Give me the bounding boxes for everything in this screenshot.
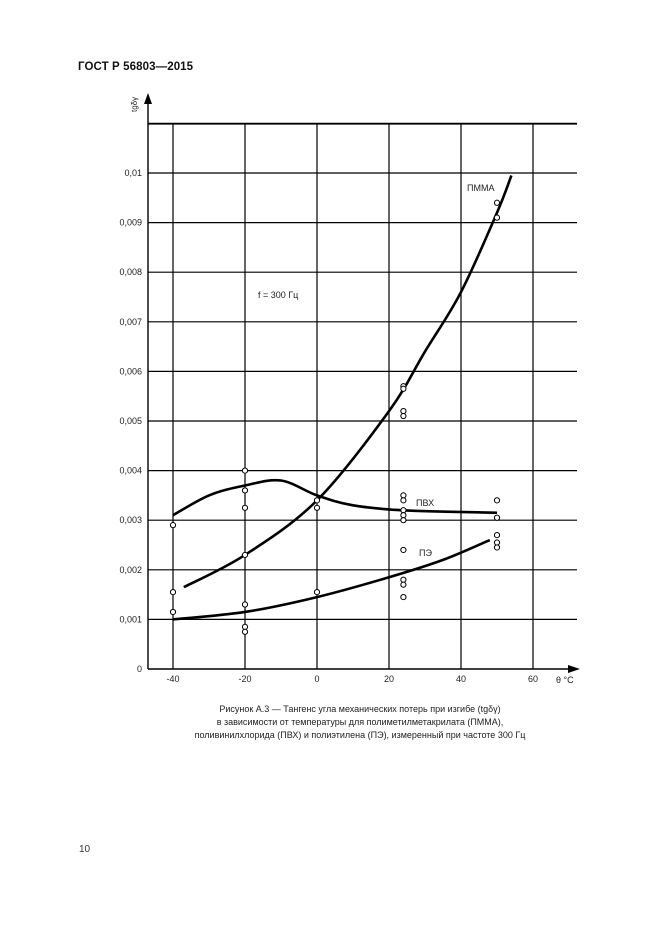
data-point: [241, 601, 249, 608]
data-point: [400, 492, 407, 499]
data-point: [493, 514, 501, 521]
y-tick-label: 0,003: [119, 515, 142, 525]
y-tick-label: 0,005: [119, 416, 142, 426]
data-point: [169, 522, 177, 529]
y-axis-label: tgδγ: [130, 97, 139, 112]
frequency-annotation: f = 300 Гц: [258, 290, 298, 300]
page-number: 10: [79, 844, 91, 855]
data-point: [400, 517, 407, 524]
x-axis-label: θ °C: [556, 675, 574, 685]
y-tick-label: 0,008: [119, 267, 142, 277]
data-point: [241, 487, 249, 494]
y-axis-arrow-icon: [144, 93, 152, 104]
data-point: [313, 589, 321, 596]
y-tick-label: 0,01: [124, 168, 142, 178]
data-point: [241, 628, 249, 635]
y-tick-label: 0,009: [119, 218, 142, 228]
data-point: [169, 589, 177, 596]
data-point: [400, 507, 407, 514]
y-tick-label: 0,007: [119, 317, 142, 327]
data-point: [400, 512, 407, 519]
data-point: [241, 623, 249, 630]
figure-caption: Рисунок А.3 — Тангенс угла механических …: [120, 703, 600, 742]
series-label: ПЭ: [419, 548, 432, 558]
chart: 0 0,001 0,002 0,003 0,004 0,005 0,006 0,007 0,00…: [119, 93, 580, 685]
series-label: ПВХ: [416, 498, 434, 508]
data-point: [400, 581, 407, 588]
document-header: ГОСТ Р 56803—2015: [78, 61, 194, 73]
curve-ПММА: [183, 175, 513, 589]
caption-line-1: Рисунок А.3 — Тангенс угла механических …: [219, 704, 501, 714]
y-tick-label: 0,001: [119, 614, 142, 624]
data-point: [241, 504, 249, 511]
data-point: [493, 544, 501, 551]
data-point: [241, 551, 249, 559]
data-point: [313, 504, 321, 511]
curve-ПВХ: [172, 478, 498, 517]
caption-line-3: поливинилхлорида (ПВХ) и полиэтилена (ПЭ…: [194, 730, 526, 740]
caption-line-2: в зависимости от температуры для полимет…: [216, 717, 504, 727]
data-point: [493, 199, 501, 206]
x-tick-label: 20: [384, 674, 394, 684]
data-point: [313, 497, 321, 504]
x-tick-label: -40: [166, 674, 179, 684]
x-tick-label: 0: [314, 674, 319, 684]
data-point: [400, 412, 407, 420]
data-point: [493, 539, 501, 546]
y-tick-label: 0,006: [119, 366, 142, 376]
curve-ПЭ: [172, 538, 491, 621]
data-point: [169, 608, 177, 616]
x-tick-label: -20: [238, 674, 251, 684]
series-label: ПММА: [467, 183, 494, 193]
data-point: [400, 546, 407, 554]
y-tick-label: 0,002: [119, 565, 142, 575]
y-tick-label: 0: [137, 664, 142, 674]
data-point: [400, 593, 407, 601]
x-axis-arrow-icon: [568, 665, 580, 673]
x-tick-label: 40: [456, 674, 466, 684]
data-point: [493, 214, 501, 221]
data-point: [241, 467, 249, 474]
data-point: [400, 497, 407, 504]
data-point: [400, 385, 407, 392]
x-tick-label: 60: [528, 674, 538, 684]
y-tick-label: 0,004: [119, 466, 142, 476]
data-point: [493, 497, 501, 504]
data-point: [493, 531, 501, 539]
data-point: [400, 576, 407, 583]
data-point: [400, 407, 407, 415]
